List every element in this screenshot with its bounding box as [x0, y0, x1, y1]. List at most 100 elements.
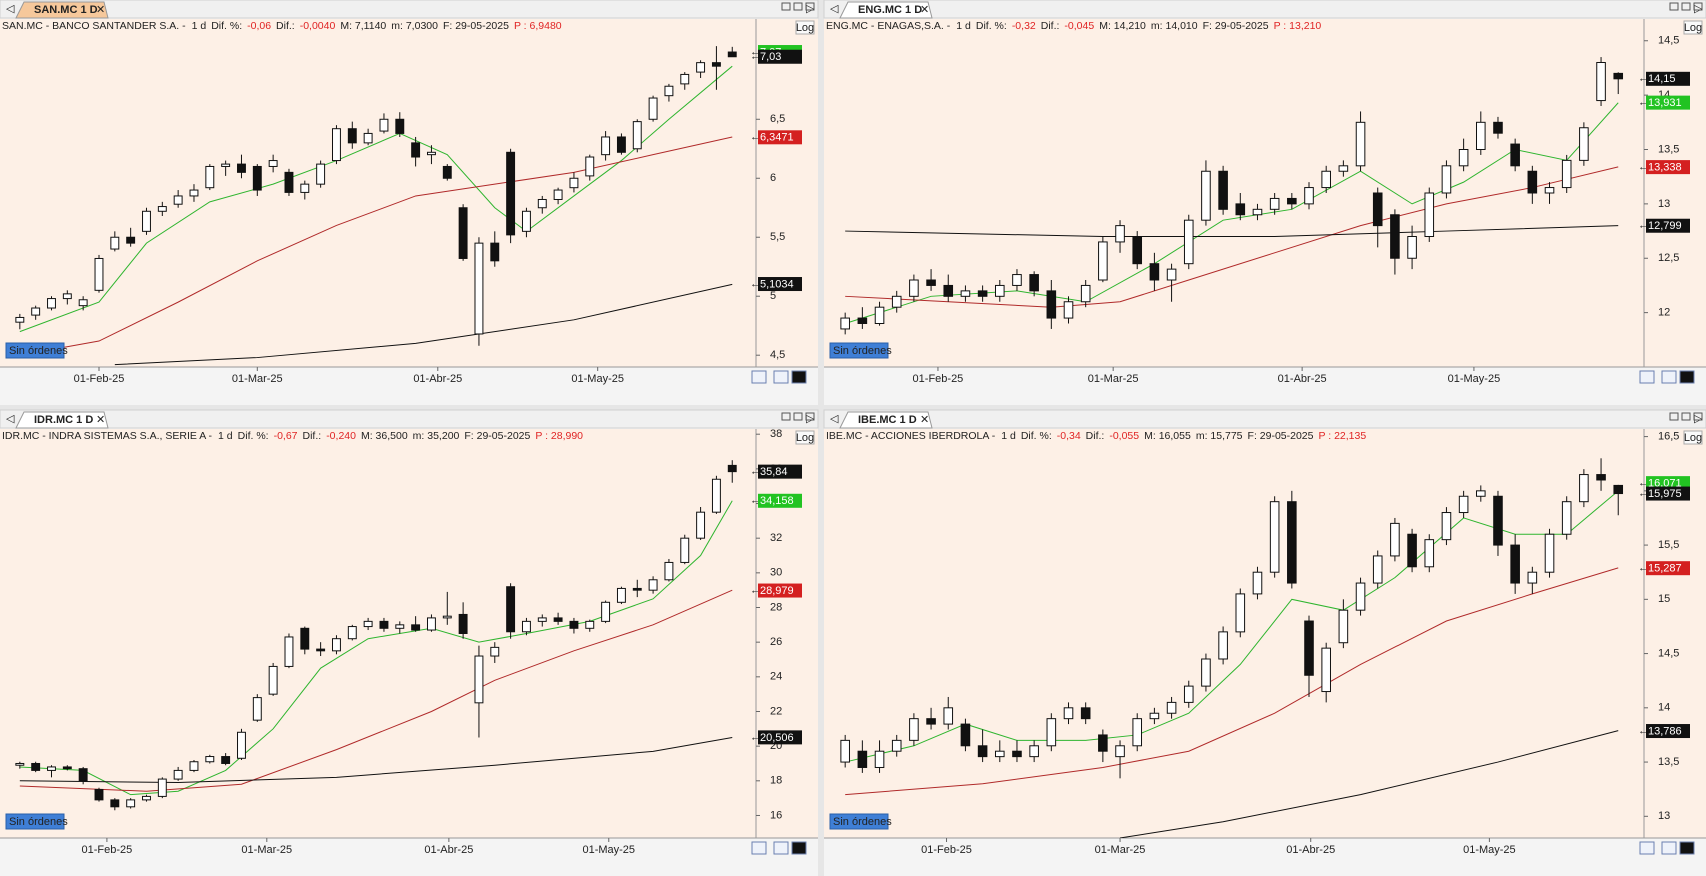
- candle-body: [891, 739, 902, 752]
- candle-body: [15, 762, 25, 766]
- x-tick-label: 01-Abr-25: [424, 844, 473, 856]
- header-field: M: 7,1140: [340, 20, 386, 32]
- log-button[interactable]: [1683, 20, 1703, 35]
- x-tick-label: 01-May-25: [1448, 373, 1501, 385]
- chart-header: ENG.MC - ENAGAS,S.A. - 1 d Dif. %: -0,32 Dif…: [826, 20, 1321, 32]
- candle-body: [1476, 490, 1486, 497]
- toolbar-button[interactable]: [1679, 841, 1695, 855]
- toolbar-button[interactable]: [1661, 841, 1677, 855]
- candle-body: [1149, 712, 1160, 720]
- header-field: Dif.:: [1086, 430, 1105, 442]
- toolbar-button[interactable]: [1679, 370, 1695, 384]
- candle-body: [664, 561, 674, 581]
- tab-label[interactable]: IBE.MC 1 D: [858, 414, 917, 426]
- tab-close[interactable]: ✕: [920, 414, 929, 426]
- tab-label[interactable]: ENG.MC 1 D: [858, 4, 922, 16]
- window-control[interactable]: [781, 2, 791, 11]
- candle-body: [994, 750, 1005, 758]
- price-label-box: [758, 464, 802, 479]
- toolbar-button[interactable]: [1639, 841, 1655, 855]
- candle-body: [1132, 236, 1143, 265]
- candle-body: [1579, 474, 1589, 503]
- candle-body: [840, 739, 850, 763]
- candle-body: [1183, 685, 1194, 703]
- window-control[interactable]: [1669, 2, 1679, 11]
- moving-average: [1119, 730, 1619, 838]
- candle-body: [1269, 501, 1280, 573]
- tab-close[interactable]: ✕: [96, 4, 105, 16]
- log-button[interactable]: [795, 430, 815, 445]
- candle-body: [332, 638, 341, 652]
- header-field: -0,045: [1064, 20, 1094, 32]
- candle-body: [616, 587, 626, 603]
- y-tick-label: 6: [770, 172, 776, 184]
- window-control[interactable]: [1693, 412, 1703, 421]
- tab-arrow: ▷: [806, 413, 815, 425]
- log-button[interactable]: [795, 20, 815, 35]
- candle-body: [1527, 571, 1538, 584]
- candle-body: [1132, 718, 1143, 747]
- header-field: -0,240: [326, 430, 356, 442]
- header-field: Dif. %:: [211, 20, 242, 32]
- candle-body: [711, 478, 721, 513]
- window-control[interactable]: [1693, 2, 1703, 11]
- price-label: 12,799: [1648, 220, 1682, 232]
- tab[interactable]: [839, 1, 933, 19]
- toolbar-button[interactable]: [751, 370, 767, 384]
- plot-area: [824, 19, 1706, 367]
- candle-body: [960, 290, 971, 297]
- candle-body: [926, 718, 936, 725]
- toolbar-button[interactable]: [773, 841, 789, 855]
- window-control[interactable]: [805, 2, 815, 11]
- candle-body: [205, 756, 215, 763]
- tab-close[interactable]: ✕: [920, 4, 929, 16]
- window-control[interactable]: [781, 412, 791, 421]
- log-button-label[interactable]: Log: [1684, 432, 1702, 444]
- candle-body: [284, 171, 294, 193]
- header-field: F: 29-05-2025: [464, 430, 530, 442]
- candle-body: [506, 586, 516, 633]
- window-control[interactable]: [1669, 412, 1679, 421]
- toolbar-button[interactable]: [1661, 370, 1677, 384]
- log-button-label[interactable]: Log: [796, 22, 814, 34]
- y-tick-label: 16: [770, 809, 782, 821]
- candle-body: [1458, 149, 1469, 167]
- toolbar-button[interactable]: [1639, 370, 1655, 384]
- window-control[interactable]: [1681, 412, 1691, 421]
- toolbar-button[interactable]: [751, 841, 767, 855]
- price-label: 15,287: [1648, 563, 1682, 575]
- candle-body: [316, 163, 326, 185]
- tab-close[interactable]: ✕: [96, 414, 105, 426]
- window-control[interactable]: [793, 2, 803, 11]
- price-label: 14,15: [1648, 73, 1676, 85]
- candle-body: [1149, 263, 1160, 281]
- window-control[interactable]: [1681, 2, 1691, 11]
- y-tick-label: 13: [1658, 198, 1670, 210]
- candle-body: [840, 317, 850, 330]
- price-label: 6,3471: [760, 132, 794, 144]
- log-button-label[interactable]: Log: [796, 432, 814, 444]
- toolbar-button[interactable]: [791, 841, 807, 855]
- candle-body: [1166, 701, 1177, 714]
- window-control[interactable]: [793, 412, 803, 421]
- tab[interactable]: [15, 1, 109, 19]
- price-arrow: ←: [750, 584, 761, 596]
- candle-body: [142, 795, 151, 801]
- toolbar-button[interactable]: [773, 370, 789, 384]
- candle-body: [1252, 571, 1263, 595]
- tab-label[interactable]: IDR.MC 1 D: [34, 414, 93, 426]
- price-label-box: [1646, 160, 1690, 175]
- log-button-label[interactable]: Log: [1684, 22, 1702, 34]
- window-control[interactable]: [805, 412, 815, 421]
- candle-body: [943, 284, 954, 297]
- tab[interactable]: [839, 411, 933, 429]
- x-tick-label: 01-Feb-25: [74, 373, 125, 385]
- candle-body: [616, 136, 626, 153]
- tab[interactable]: [15, 411, 109, 429]
- candle-body: [1424, 192, 1435, 237]
- tab-label[interactable]: SAN.MC 1 D: [34, 4, 98, 16]
- toolbar-button[interactable]: [791, 370, 807, 384]
- candle-body: [189, 189, 199, 197]
- log-button[interactable]: [1683, 430, 1703, 445]
